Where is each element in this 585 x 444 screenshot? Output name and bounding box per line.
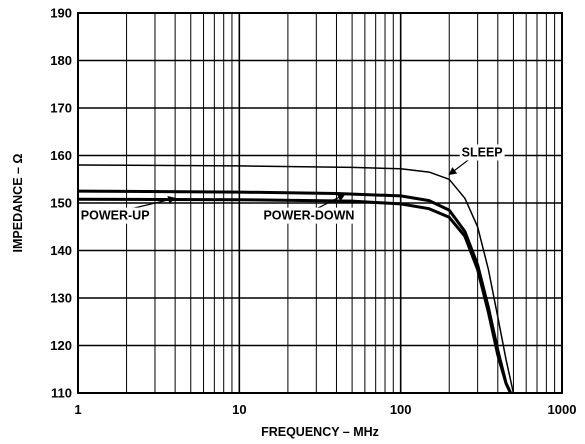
y-tick-label: 120 [50, 338, 72, 353]
x-axis-title: FREQUENCY – MHz [261, 425, 379, 439]
grid [78, 13, 562, 393]
y-tick-label: 160 [50, 148, 72, 163]
y-tick-label: 110 [51, 386, 72, 401]
annotation-label-power-up: POWER-UP [81, 209, 150, 223]
annotation-label-background [78, 207, 152, 224]
series-line-sleep [77, 164, 515, 394]
x-tick-label: 1 [74, 402, 81, 417]
annotation-layer: SLEEP POWER-UP POWER-DOWN [78, 144, 505, 224]
y-tick-label: 140 [50, 243, 72, 258]
x-tick-label: 10 [232, 402, 246, 417]
annotation-label-power-down: POWER-DOWN [263, 209, 354, 223]
y-tick-label: 170 [50, 101, 72, 116]
y-axis-ticks: 110 120 130 140 150 160 170 180 190 [50, 6, 72, 401]
annotation-label-sleep: SLEEP [462, 145, 503, 159]
x-axis-ticks: 1 10 100 1000 [74, 402, 576, 417]
y-axis-title: IMPEDANCE – Ω [11, 154, 25, 253]
plot-frame [77, 12, 563, 394]
y-tick-label: 150 [50, 196, 72, 211]
y-tick-label: 180 [50, 53, 72, 68]
y-tick-label: 190 [50, 6, 72, 21]
x-tick-label: 100 [390, 402, 412, 417]
annotation-label-background [459, 144, 505, 161]
annotation-label-background [261, 207, 357, 224]
y-tick-label: 130 [50, 291, 72, 306]
x-tick-label: 1000 [548, 402, 577, 417]
